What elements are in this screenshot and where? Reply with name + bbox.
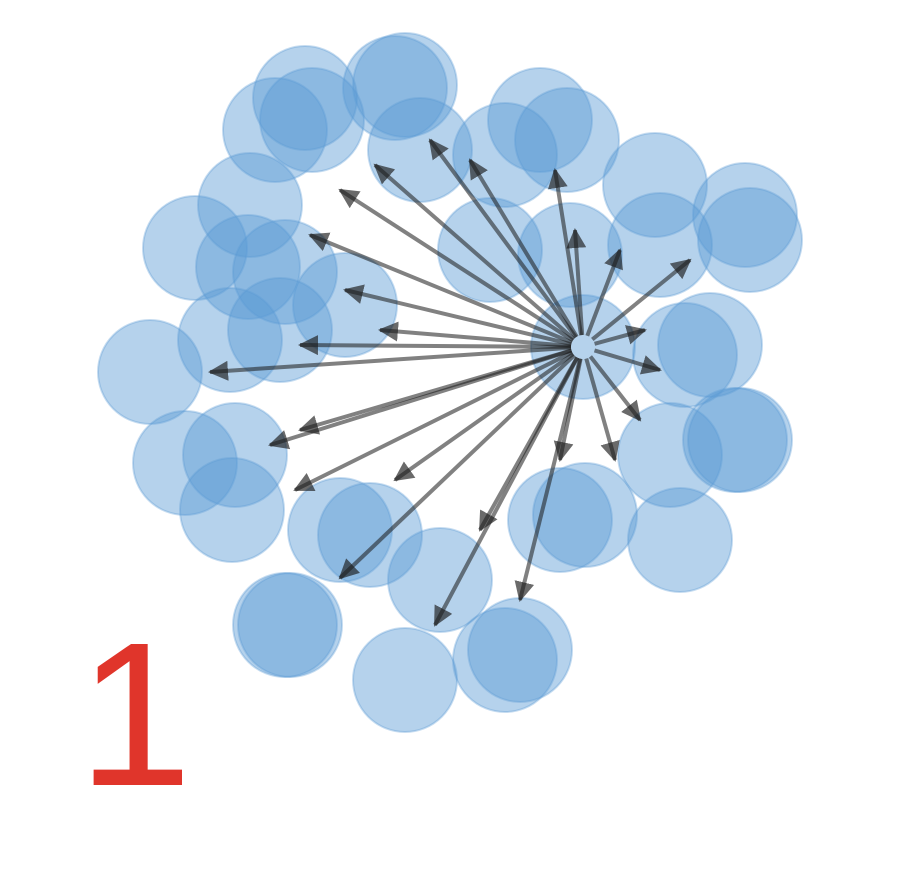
graph-node	[342, 35, 448, 141]
graph-edge-arrow	[298, 348, 573, 435]
graph-edge-arrow	[373, 163, 576, 341]
graph-node	[352, 627, 458, 733]
graph-node	[317, 482, 423, 588]
graph-edge-arrow	[293, 350, 574, 492]
graph-node	[237, 572, 343, 678]
graph-node	[259, 67, 365, 173]
graph-node	[627, 487, 733, 593]
graph-edge-arrow	[208, 345, 572, 381]
graph-node	[692, 162, 798, 268]
graph-edge-arrow	[584, 358, 620, 462]
node-layer	[97, 32, 803, 733]
graph-node	[487, 67, 593, 173]
graph-edge-arrow	[547, 168, 584, 336]
graph-node	[367, 97, 473, 203]
graph-edge-arrow	[591, 258, 692, 341]
graph-node	[687, 387, 793, 493]
graph-node	[387, 527, 493, 633]
graph-edge-arrow	[514, 358, 583, 602]
graph-edge-arrow	[478, 356, 579, 532]
graph-node	[179, 457, 285, 563]
graph-node	[292, 252, 398, 358]
graph-node	[607, 192, 713, 298]
graph-node	[177, 287, 283, 393]
graph-node	[222, 77, 328, 183]
graph-edge-arrow	[338, 188, 575, 343]
graph-node	[682, 387, 788, 493]
graph-edge-arrow	[594, 325, 647, 346]
graph-edge-arrow	[308, 232, 573, 345]
graph-node	[197, 152, 303, 258]
graph-edge-arrow	[428, 138, 578, 339]
graph-node	[142, 195, 248, 301]
graph-node	[195, 214, 301, 320]
graph-edge-arrow	[593, 348, 662, 375]
graph-node	[132, 410, 238, 516]
graph-edge-arrow	[343, 284, 572, 347]
graph-node	[514, 87, 620, 193]
graph-edge-arrow	[393, 352, 575, 482]
graph-node	[467, 597, 573, 703]
graph-node	[97, 319, 203, 425]
graph-edge-arrow	[585, 248, 623, 337]
graph-node	[252, 45, 358, 151]
graph-edge-arrow	[553, 358, 583, 462]
graph-edge-arrow	[338, 353, 576, 580]
graph-edge-arrow	[468, 158, 579, 338]
graph-node	[452, 607, 558, 713]
graph-node	[452, 102, 558, 208]
graph-edge-arrow	[298, 335, 572, 356]
graph-node	[227, 277, 333, 383]
graph-edge-arrow	[588, 355, 642, 422]
edge-layer	[208, 138, 692, 627]
graph-node	[437, 197, 543, 303]
graph-node	[182, 402, 288, 508]
figure-label: 1	[78, 600, 193, 829]
graph-edge-arrow	[566, 228, 587, 336]
graph-node	[697, 187, 803, 293]
graph-edge-arrow	[378, 321, 572, 348]
graph-node	[632, 302, 738, 408]
graph-node	[532, 462, 638, 568]
graph-node	[657, 292, 763, 398]
graph-node	[352, 32, 458, 138]
graph-node	[602, 132, 708, 238]
graph-node	[232, 572, 338, 678]
